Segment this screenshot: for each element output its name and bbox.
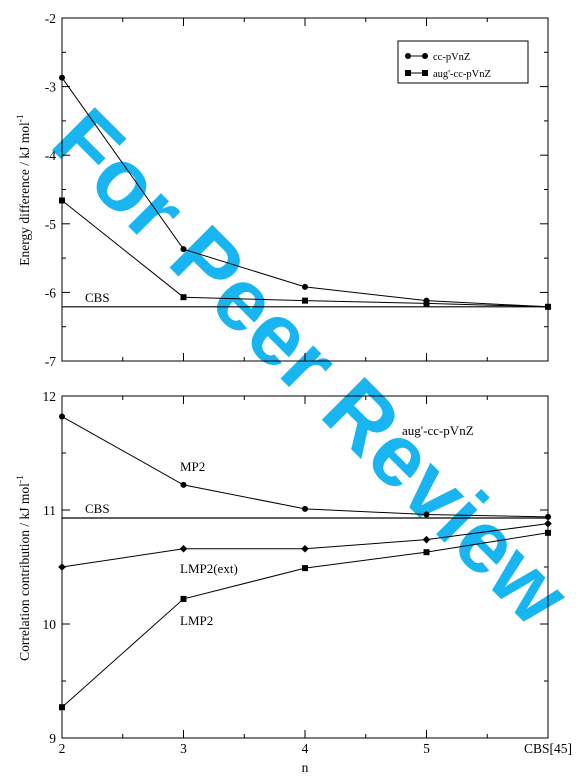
- data-point: [302, 565, 308, 572]
- watermark-text: For Peer Review: [34, 89, 580, 644]
- legend-label: cc-pVnZ: [433, 52, 470, 63]
- data-point: [302, 505, 308, 512]
- data-point: [179, 544, 188, 553]
- y-tick-label: -3: [45, 80, 56, 95]
- top-axis-ticks: -7 -6 -5 -4 -3 -2: [45, 11, 549, 369]
- bottom-series-group: CBS MP2 LMP2(ext) LMP2: [58, 413, 552, 711]
- bottom-axis-ticks: 9 10 11 12 2 3 4 5 CBS[45]: [43, 389, 573, 756]
- legend-label: aug'-cc-pVnZ: [433, 69, 491, 80]
- bottom-x-axis-title: n: [302, 760, 309, 775]
- data-point: [59, 197, 65, 204]
- data-point: [423, 300, 430, 307]
- x-tick-label: CBS[45]: [524, 741, 572, 756]
- data-point: [59, 74, 65, 81]
- data-point: [544, 519, 552, 528]
- x-tick-label: 5: [423, 741, 430, 756]
- data-point: [180, 246, 187, 253]
- y-tick-label: 11: [43, 503, 56, 518]
- top-legend: cc-pVnZ aug'-cc-pVnZ: [397, 40, 529, 84]
- legend-marker: [422, 53, 428, 59]
- top-series-group: CBS: [59, 74, 551, 310]
- y-tick-label: -5: [45, 217, 56, 232]
- data-point: [59, 413, 65, 420]
- x-tick-label: 2: [59, 741, 66, 756]
- data-point: [180, 481, 187, 488]
- y-tick-label: -7: [45, 354, 56, 369]
- data-point: [180, 595, 187, 602]
- top-y-axis-title: Energy difference / kJ mol-1: [16, 114, 32, 266]
- legend-marker: [405, 70, 411, 76]
- legend-marker: [405, 53, 411, 59]
- series-label: LMP2(ext): [180, 561, 238, 576]
- series-label: MP2: [180, 459, 205, 474]
- x-tick-label: 3: [180, 741, 187, 756]
- data-point: [545, 513, 551, 520]
- data-point: [423, 511, 430, 518]
- data-point: [59, 704, 65, 711]
- data-point: [180, 294, 187, 301]
- data-point: [422, 535, 431, 544]
- y-tick-label: -6: [45, 285, 56, 300]
- bottom-panel: Correlation contribution / kJ mol-1 n au…: [16, 389, 572, 775]
- data-point: [423, 549, 430, 556]
- data-point: [301, 544, 309, 553]
- legend-marker: [422, 70, 428, 76]
- y-tick-label: 9: [49, 731, 56, 746]
- cbs-label: CBS: [85, 290, 110, 305]
- y-tick-label: 12: [43, 389, 57, 404]
- x-tick-label: 4: [302, 741, 309, 756]
- series-label: LMP2: [180, 613, 213, 628]
- basis-set-annotation: aug'-cc-pVnZ: [402, 423, 474, 438]
- data-point: [545, 529, 551, 536]
- data-point: [545, 303, 551, 310]
- data-point: [58, 563, 66, 571]
- watermark: For Peer Review: [34, 89, 580, 644]
- y-tick-label: 10: [43, 617, 57, 632]
- y-tick-label: -2: [45, 11, 56, 26]
- cbs-label: CBS: [85, 501, 110, 516]
- data-point: [302, 283, 308, 290]
- data-point: [302, 297, 308, 304]
- legend-box: [397, 40, 529, 84]
- y-tick-label: -4: [45, 148, 56, 163]
- bottom-y-axis-title: Correlation contribution / kJ mol-1: [16, 475, 32, 661]
- top-panel: Energy difference / kJ mol-1 -7-6-5-4-3-…: [16, 11, 551, 369]
